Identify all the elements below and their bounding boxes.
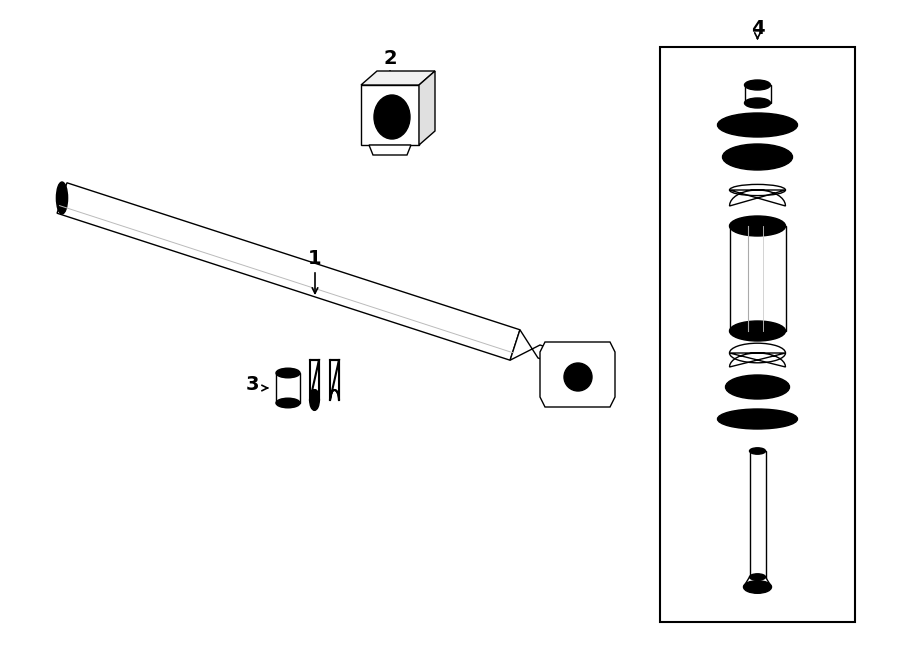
- Polygon shape: [750, 451, 766, 587]
- Text: 1: 1: [308, 249, 322, 268]
- Ellipse shape: [725, 375, 789, 399]
- Polygon shape: [369, 145, 411, 155]
- Ellipse shape: [723, 144, 793, 170]
- Ellipse shape: [746, 153, 769, 161]
- Text: 2: 2: [383, 48, 397, 67]
- Ellipse shape: [571, 370, 585, 384]
- Polygon shape: [419, 71, 435, 145]
- Polygon shape: [57, 183, 520, 360]
- Ellipse shape: [276, 398, 300, 408]
- Ellipse shape: [717, 113, 797, 137]
- Polygon shape: [744, 85, 770, 103]
- Ellipse shape: [750, 447, 766, 454]
- Ellipse shape: [748, 416, 768, 422]
- Polygon shape: [730, 226, 786, 331]
- Text: 3: 3: [245, 375, 259, 395]
- Ellipse shape: [383, 106, 401, 128]
- Polygon shape: [361, 85, 419, 145]
- Ellipse shape: [730, 321, 786, 341]
- Ellipse shape: [57, 182, 68, 214]
- Ellipse shape: [744, 80, 770, 90]
- Ellipse shape: [276, 368, 300, 378]
- Bar: [660, 47, 855, 622]
- Ellipse shape: [564, 363, 592, 391]
- Polygon shape: [310, 360, 319, 400]
- Ellipse shape: [310, 390, 319, 410]
- Polygon shape: [743, 577, 771, 587]
- Polygon shape: [730, 353, 786, 367]
- Polygon shape: [540, 342, 615, 407]
- Polygon shape: [730, 190, 786, 206]
- Ellipse shape: [730, 216, 786, 236]
- Ellipse shape: [750, 574, 766, 580]
- Ellipse shape: [748, 383, 767, 391]
- Polygon shape: [330, 360, 339, 400]
- Ellipse shape: [744, 98, 770, 108]
- Ellipse shape: [746, 122, 769, 128]
- Ellipse shape: [743, 581, 771, 594]
- Ellipse shape: [717, 409, 797, 429]
- Polygon shape: [361, 71, 435, 85]
- Ellipse shape: [374, 95, 410, 139]
- Polygon shape: [276, 373, 300, 403]
- Text: 4: 4: [751, 19, 764, 38]
- Polygon shape: [510, 330, 572, 375]
